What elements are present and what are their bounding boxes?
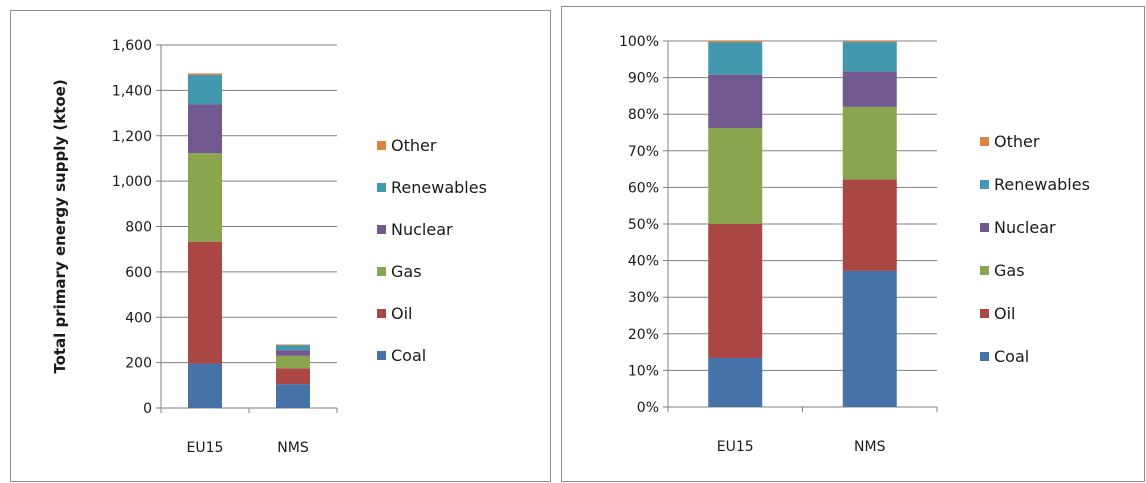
legend-label-other: Other bbox=[994, 132, 1040, 151]
y-tick-label: 1,000 bbox=[112, 174, 152, 190]
bar-segment-coal-eu15 bbox=[708, 357, 763, 407]
bar-segment-nuclear-nms bbox=[842, 71, 897, 107]
y-tick-label: 90% bbox=[628, 71, 659, 87]
bar-segment-coal-eu15 bbox=[188, 363, 222, 408]
legend-label-coal: Coal bbox=[391, 346, 426, 365]
bar-segment-gas-eu15 bbox=[188, 153, 222, 242]
stacked-bar-chart-percent: 0% 10% 20% 30% 40% 50% 60% 70% 80% 90% 100% EU15 NMS… bbox=[619, 34, 1090, 455]
bar-segment-coal-nms bbox=[842, 270, 897, 407]
y-tick-label: 200 bbox=[125, 356, 152, 372]
bar-segment-renewables-nms bbox=[276, 344, 310, 351]
y-tick-label: 40% bbox=[628, 254, 659, 270]
legend-label-renewables: Renewables bbox=[994, 175, 1090, 194]
bar-segment-oil-eu15 bbox=[188, 241, 222, 364]
bar-segment-gas-nms bbox=[276, 355, 310, 369]
bar-segment-other-eu15 bbox=[188, 73, 222, 75]
legend-swatch-renewables bbox=[980, 180, 989, 189]
legend-label-nuclear: Nuclear bbox=[391, 220, 453, 239]
legend-label-oil: Oil bbox=[391, 304, 412, 323]
stacked-bar-chart-absolute: 0 200 400 600 800 1,000 1,200 1,400 1,600 EU15 NMS… bbox=[51, 38, 487, 456]
y-tick-label: 400 bbox=[125, 310, 152, 326]
y-tick-label: 1,400 bbox=[112, 83, 152, 99]
x-tick-label: EU15 bbox=[187, 440, 224, 456]
legend-swatch-gas bbox=[980, 266, 989, 275]
y-tick-label: 1,600 bbox=[112, 38, 152, 54]
y-axis-title: Total primary energy supply (ktoe) bbox=[51, 79, 69, 373]
bar-segment-oil-nms bbox=[276, 368, 310, 385]
legend-label-oil: Oil bbox=[994, 304, 1015, 323]
legend-label-renewables: Renewables bbox=[391, 178, 487, 197]
x-tick-label: NMS bbox=[277, 440, 309, 456]
y-tick-label: 100% bbox=[619, 34, 659, 50]
x-tick-label: NMS bbox=[854, 439, 886, 455]
y-tick-label: 30% bbox=[628, 290, 659, 306]
legend-label-nuclear: Nuclear bbox=[994, 218, 1056, 237]
legend-swatch-nuclear bbox=[377, 225, 386, 234]
bar-segment-other-nms bbox=[842, 41, 897, 43]
legend-label-gas: Gas bbox=[391, 262, 422, 281]
y-tick-label: 0 bbox=[143, 401, 152, 417]
y-tick-label: 80% bbox=[628, 107, 659, 123]
y-tick-label: 50% bbox=[628, 217, 659, 233]
y-tick-label: 800 bbox=[125, 220, 152, 236]
bar-segment-oil-nms bbox=[842, 179, 897, 271]
x-tick-label: EU15 bbox=[717, 439, 754, 455]
legend-label-coal: Coal bbox=[994, 347, 1029, 366]
bar-segment-gas-eu15 bbox=[708, 128, 763, 224]
legend-label-other: Other bbox=[391, 136, 437, 155]
legend-swatch-oil bbox=[980, 309, 989, 318]
legend-swatch-renewables bbox=[377, 183, 386, 192]
chart-panel-percent: 0% 10% 20% 30% 40% 50% 60% 70% 80% 90% 100% EU15 NMS… bbox=[561, 6, 1145, 482]
bar-segment-nuclear-nms bbox=[276, 350, 310, 356]
legend-label-gas: Gas bbox=[994, 261, 1025, 280]
legend-swatch-oil bbox=[377, 309, 386, 318]
legend-swatch-other bbox=[980, 137, 989, 146]
y-tick-label: 60% bbox=[628, 180, 659, 196]
y-tick-label: 600 bbox=[125, 265, 152, 281]
y-tick-label: 20% bbox=[628, 327, 659, 343]
bar-segment-renewables-nms bbox=[842, 42, 897, 72]
legend-swatch-gas bbox=[377, 267, 386, 276]
legend-swatch-coal bbox=[980, 352, 989, 361]
legend-swatch-coal bbox=[377, 351, 386, 360]
legend-swatch-other bbox=[377, 141, 386, 150]
bar-segment-oil-eu15 bbox=[708, 224, 763, 358]
bar-segment-renewables-eu15 bbox=[708, 42, 763, 75]
legend-swatch-nuclear bbox=[980, 223, 989, 232]
bar-segment-other-nms bbox=[276, 344, 310, 346]
bar-segment-renewables-eu15 bbox=[188, 74, 222, 105]
bar-segment-nuclear-eu15 bbox=[708, 74, 763, 129]
y-tick-label: 70% bbox=[628, 144, 659, 160]
y-tick-label: 10% bbox=[628, 363, 659, 379]
bar-segment-other-eu15 bbox=[708, 41, 763, 43]
bar-segment-coal-nms bbox=[276, 384, 310, 408]
bar-segment-nuclear-eu15 bbox=[188, 104, 222, 154]
bar-segment-gas-nms bbox=[842, 106, 897, 180]
chart-panel-absolute: 0 200 400 600 800 1,000 1,200 1,400 1,600 EU15 NMS… bbox=[10, 10, 551, 482]
y-tick-label: 1,200 bbox=[112, 129, 152, 145]
y-tick-label: 0% bbox=[637, 400, 659, 416]
